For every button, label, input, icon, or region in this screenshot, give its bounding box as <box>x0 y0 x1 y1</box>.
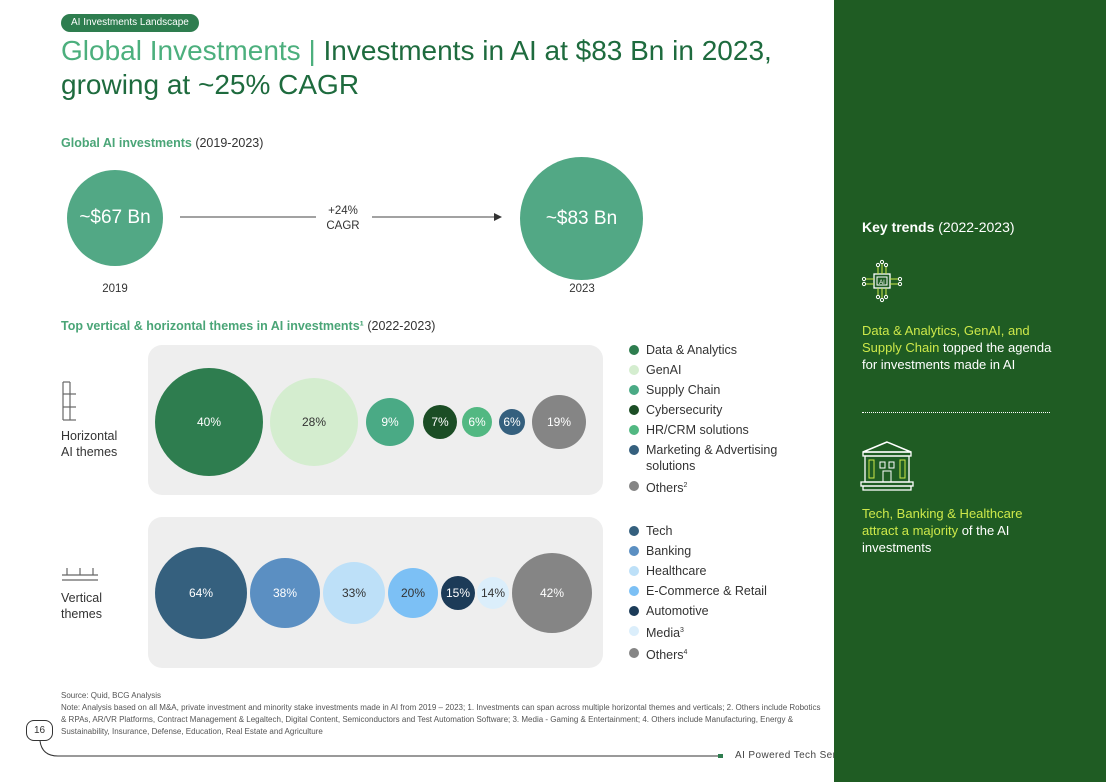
vertical-bubble: 15% <box>441 576 475 610</box>
legend-label: Marketing & Advertising solutions <box>646 443 778 473</box>
legend-label: Tech <box>646 524 673 538</box>
vertical-legend: Tech Banking Healthcare E-Commerce & Retail… <box>629 523 829 667</box>
title-line2: growing at ~25% CAGR <box>61 69 360 100</box>
end-year: 2023 <box>569 283 595 295</box>
horizontal-legend-item: Others2 <box>629 478 829 496</box>
key-trends-panel: Key trends (2022-2023) AI Data & Analyti… <box>834 0 1106 782</box>
vertical-legend-item: E-Commerce & Retail <box>629 583 829 599</box>
vertical-bubble: 33% <box>323 562 385 624</box>
horizontal-bubble: 6% <box>462 407 492 437</box>
legend-label: E-Commerce & Retail <box>646 584 767 598</box>
bank-building-icon <box>860 441 914 491</box>
legend-label: Others2 <box>646 481 688 496</box>
legend-label: Healthcare <box>646 564 707 578</box>
vertical-legend-item: Others4 <box>629 645 829 663</box>
vertical-bubble: 42% <box>512 553 592 633</box>
themes-heading: Top vertical & horizontal themes in AI i… <box>61 319 436 333</box>
horizontal-legend-item: GenAI <box>629 362 829 378</box>
footnotes: Source: Quid, BCG Analysis Note: Analysi… <box>61 690 821 738</box>
vertical-bubble: 38% <box>250 558 320 628</box>
legend-label: Banking <box>646 544 692 558</box>
vertical-bubble: 14% <box>477 577 509 609</box>
vertical-bubble: 64% <box>155 547 247 639</box>
legend-swatch <box>629 566 639 576</box>
svg-text:AI: AI <box>879 280 885 286</box>
ai-chip-icon: AI <box>861 259 903 303</box>
vertical-label: Vertical themes <box>61 591 102 621</box>
vertical-legend-item: Automotive <box>629 603 829 619</box>
title-line1: Investments in AI at $83 Bn in 2023, <box>315 35 772 66</box>
cagr-label: +24% CAGR <box>326 205 360 232</box>
legend-swatch <box>629 405 639 415</box>
horizontal-bubble: 28% <box>270 378 358 466</box>
horizontal-label: Horizontal AI themes <box>61 429 118 459</box>
vertical-legend-item: Banking <box>629 543 829 559</box>
source-note: Source: Quid, BCG Analysis <box>61 691 162 700</box>
growth-arrow <box>180 213 502 221</box>
trend-1: Data & Analytics, GenAI, and Supply Chai… <box>862 323 1052 372</box>
vertical-legend-item: Tech <box>629 523 829 539</box>
vertical-bubble: 20% <box>388 568 438 618</box>
horizontal-legend-item: Supply Chain <box>629 382 829 398</box>
page-number: 16 <box>26 720 53 741</box>
horizontal-bubble: 7% <box>423 405 457 439</box>
legend-label: Data & Analytics <box>646 343 738 357</box>
end-value: ~$83 Bn <box>545 207 618 229</box>
section-tag: AI Investments Landscape <box>61 14 199 32</box>
legend-swatch <box>629 445 639 455</box>
legend-label: Cybersecurity <box>646 403 723 417</box>
start-value: ~$67 Bn <box>79 207 151 228</box>
start-value-circle: ~$67 Bn <box>67 170 163 266</box>
horizontal-legend-item: Marketing & Advertising solutions <box>629 442 829 474</box>
horizontal-themes-icon <box>62 381 76 421</box>
legend-label: HR/CRM solutions <box>646 423 749 437</box>
legend-swatch <box>629 385 639 395</box>
legend-swatch <box>629 425 639 435</box>
legend-swatch <box>629 345 639 355</box>
vertical-legend-item: Media3 <box>629 623 829 641</box>
end-value-circle: ~$83 Bn <box>520 157 643 280</box>
legend-label: Media3 <box>646 626 684 641</box>
title-accent: Global Investments | <box>61 35 316 66</box>
legend-swatch <box>629 481 639 491</box>
trends-divider <box>862 412 1050 413</box>
legend-label: Automotive <box>646 604 709 618</box>
legend-swatch <box>629 606 639 616</box>
start-year: 2019 <box>102 283 128 295</box>
legend-swatch <box>629 526 639 536</box>
horizontal-bubble: 6% <box>499 409 525 435</box>
vertical-legend-item: Healthcare <box>629 563 829 579</box>
legend-swatch <box>629 365 639 375</box>
footer-rule <box>39 740 723 758</box>
legend-swatch <box>629 626 639 636</box>
legend-swatch <box>629 586 639 596</box>
horizontal-bubble: 40% <box>155 368 263 476</box>
trend-2: Tech, Banking & Healthcare attract a maj… <box>862 506 1023 555</box>
page-title: Global Investments | Investments in AI a… <box>61 34 831 102</box>
legend-label: Supply Chain <box>646 383 721 397</box>
global-heading: Global AI investments (2019-2023) <box>61 136 264 150</box>
analysis-note: Note: Analysis based on all M&A, private… <box>61 703 821 736</box>
horizontal-legend: Data & Analytics GenAI Supply Chain Cyberse… <box>629 342 829 500</box>
key-trends-heading: Key trends (2022-2023) <box>862 219 1015 235</box>
horizontal-bubble: 9% <box>366 398 414 446</box>
legend-label: GenAI <box>646 363 682 377</box>
horizontal-legend-item: Data & Analytics <box>629 342 829 358</box>
horizontal-bubble: 19% <box>532 395 586 449</box>
horizontal-legend-item: Cybersecurity <box>629 402 829 418</box>
legend-swatch <box>629 648 639 659</box>
vertical-themes-icon <box>62 568 98 581</box>
legend-swatch <box>629 546 639 556</box>
legend-label: Others4 <box>646 648 688 663</box>
horizontal-legend-item: HR/CRM solutions <box>629 422 829 438</box>
